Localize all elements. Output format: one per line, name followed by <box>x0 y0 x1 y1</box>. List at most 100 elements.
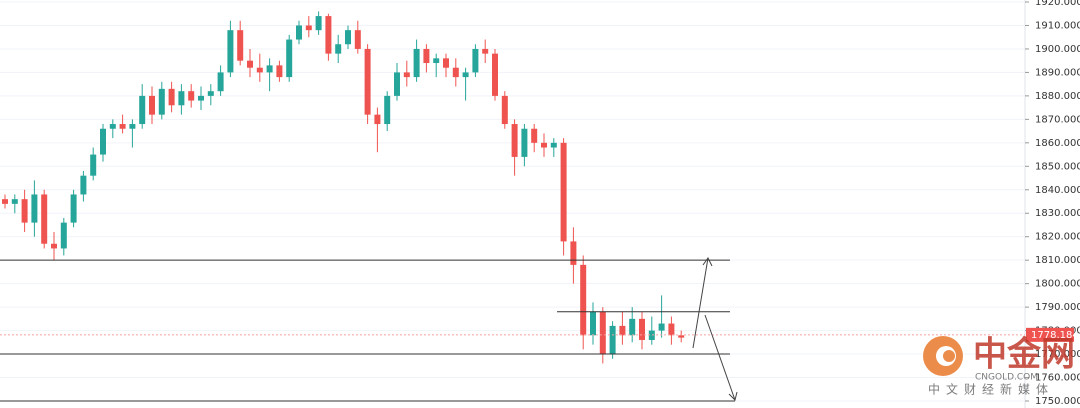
candle-body <box>217 72 224 92</box>
candle-body <box>119 124 126 129</box>
y-tick-label: 1770.000 <box>1035 349 1080 360</box>
candle-body <box>511 124 518 157</box>
price-axis: 1750.0001760.0001770.0001780.0001790.000… <box>1025 0 1080 407</box>
candle-body <box>129 124 136 129</box>
candle-body <box>403 72 410 78</box>
candle-body <box>2 199 8 204</box>
candle-body <box>433 58 440 64</box>
y-tick-label: 1910.000 <box>1035 20 1080 31</box>
candle-body <box>315 16 322 31</box>
candle-body <box>237 30 244 61</box>
candle-body <box>276 65 283 78</box>
candles <box>2 11 685 364</box>
y-tick-label: 1850.000 <box>1035 161 1080 172</box>
watermark-logo: 中金网 <box>973 335 1075 375</box>
arrow-down <box>704 314 736 401</box>
y-tick-label: 1900.000 <box>1035 44 1080 55</box>
current-price-box <box>1026 327 1074 342</box>
candle-body <box>139 95 146 125</box>
candle-body <box>570 241 577 265</box>
candle-body <box>100 128 106 155</box>
candle-body <box>384 95 391 125</box>
y-tick-label: 1750.000 <box>1035 396 1080 407</box>
arrow-up <box>692 257 709 349</box>
candle-body <box>521 128 528 157</box>
candle-body <box>149 95 155 115</box>
current-price-label: 1778.184 <box>1031 330 1079 341</box>
y-tick-label: 1860.000 <box>1035 138 1080 149</box>
arrow-head <box>702 257 713 267</box>
candle-body <box>60 222 67 249</box>
y-tick-label: 1760.000 <box>1035 373 1080 384</box>
candle-body <box>501 95 508 125</box>
arrows <box>692 257 738 401</box>
candle-body <box>599 311 606 355</box>
candle-body <box>11 199 18 204</box>
y-tick-label: 1870.000 <box>1035 114 1080 125</box>
watermark-tagline: 中文财经新媒体 <box>928 382 1054 397</box>
candle-body <box>31 194 38 223</box>
candle-body <box>90 154 97 176</box>
candle-body <box>531 128 538 143</box>
y-tick-label: 1790.000 <box>1035 302 1080 313</box>
candle-body <box>472 48 479 73</box>
levels <box>0 259 1025 402</box>
y-tick-label: 1890.000 <box>1035 67 1080 78</box>
candle-body <box>394 72 400 96</box>
candle-body <box>188 91 195 101</box>
logo-dot <box>943 350 955 362</box>
candle-body <box>286 39 293 78</box>
y-tick-label: 1820.000 <box>1035 232 1080 243</box>
candle-body <box>452 67 459 78</box>
candle-body <box>443 58 449 68</box>
y-tick-label: 1920.000 <box>1035 0 1080 8</box>
y-tick-label: 1800.000 <box>1035 279 1080 290</box>
candle-body <box>247 60 253 68</box>
candle-body <box>80 175 87 195</box>
watermark-site: CNGOLD.COM <box>975 373 1038 383</box>
candle-body <box>550 142 557 148</box>
candle-body <box>590 311 596 336</box>
candle-body <box>109 124 116 129</box>
candle-body <box>580 264 587 336</box>
y-tick-label: 1830.000 <box>1035 208 1080 219</box>
candle-body <box>345 30 351 45</box>
y-tick-label: 1810.000 <box>1035 255 1080 266</box>
candle-body <box>374 114 381 125</box>
candle-body <box>541 142 547 148</box>
candle-body <box>70 194 77 223</box>
candle-body <box>609 325 616 355</box>
candle-body <box>658 323 665 331</box>
candle-body <box>158 88 165 115</box>
candle-body <box>227 30 234 73</box>
candle-body <box>198 95 204 101</box>
candle-body <box>51 243 57 249</box>
candle-body <box>560 142 567 242</box>
candle-body <box>178 91 185 106</box>
candle-body <box>256 67 263 73</box>
y-tick-label: 1880.000 <box>1035 91 1080 102</box>
candle-body <box>207 91 214 96</box>
candle-body <box>266 65 273 73</box>
arrow-head <box>728 391 738 401</box>
candle-body <box>168 88 175 106</box>
candle-body <box>639 318 645 340</box>
candle-body <box>41 194 48 244</box>
candle-body <box>462 72 469 78</box>
candle-body <box>335 44 342 54</box>
candle-body <box>296 25 302 40</box>
candle-body <box>423 48 430 64</box>
watermark: 中金网 CNGOLD.COM 中文财经新媒体 <box>923 335 1075 397</box>
candle-body <box>678 335 685 338</box>
candle-body <box>482 48 489 54</box>
candle-body <box>325 16 332 54</box>
candle-body <box>492 53 498 96</box>
candle-body <box>354 30 361 49</box>
candle-body <box>364 48 371 115</box>
candle-body <box>305 25 312 31</box>
candle-body <box>619 325 626 336</box>
candle-body <box>21 199 28 223</box>
